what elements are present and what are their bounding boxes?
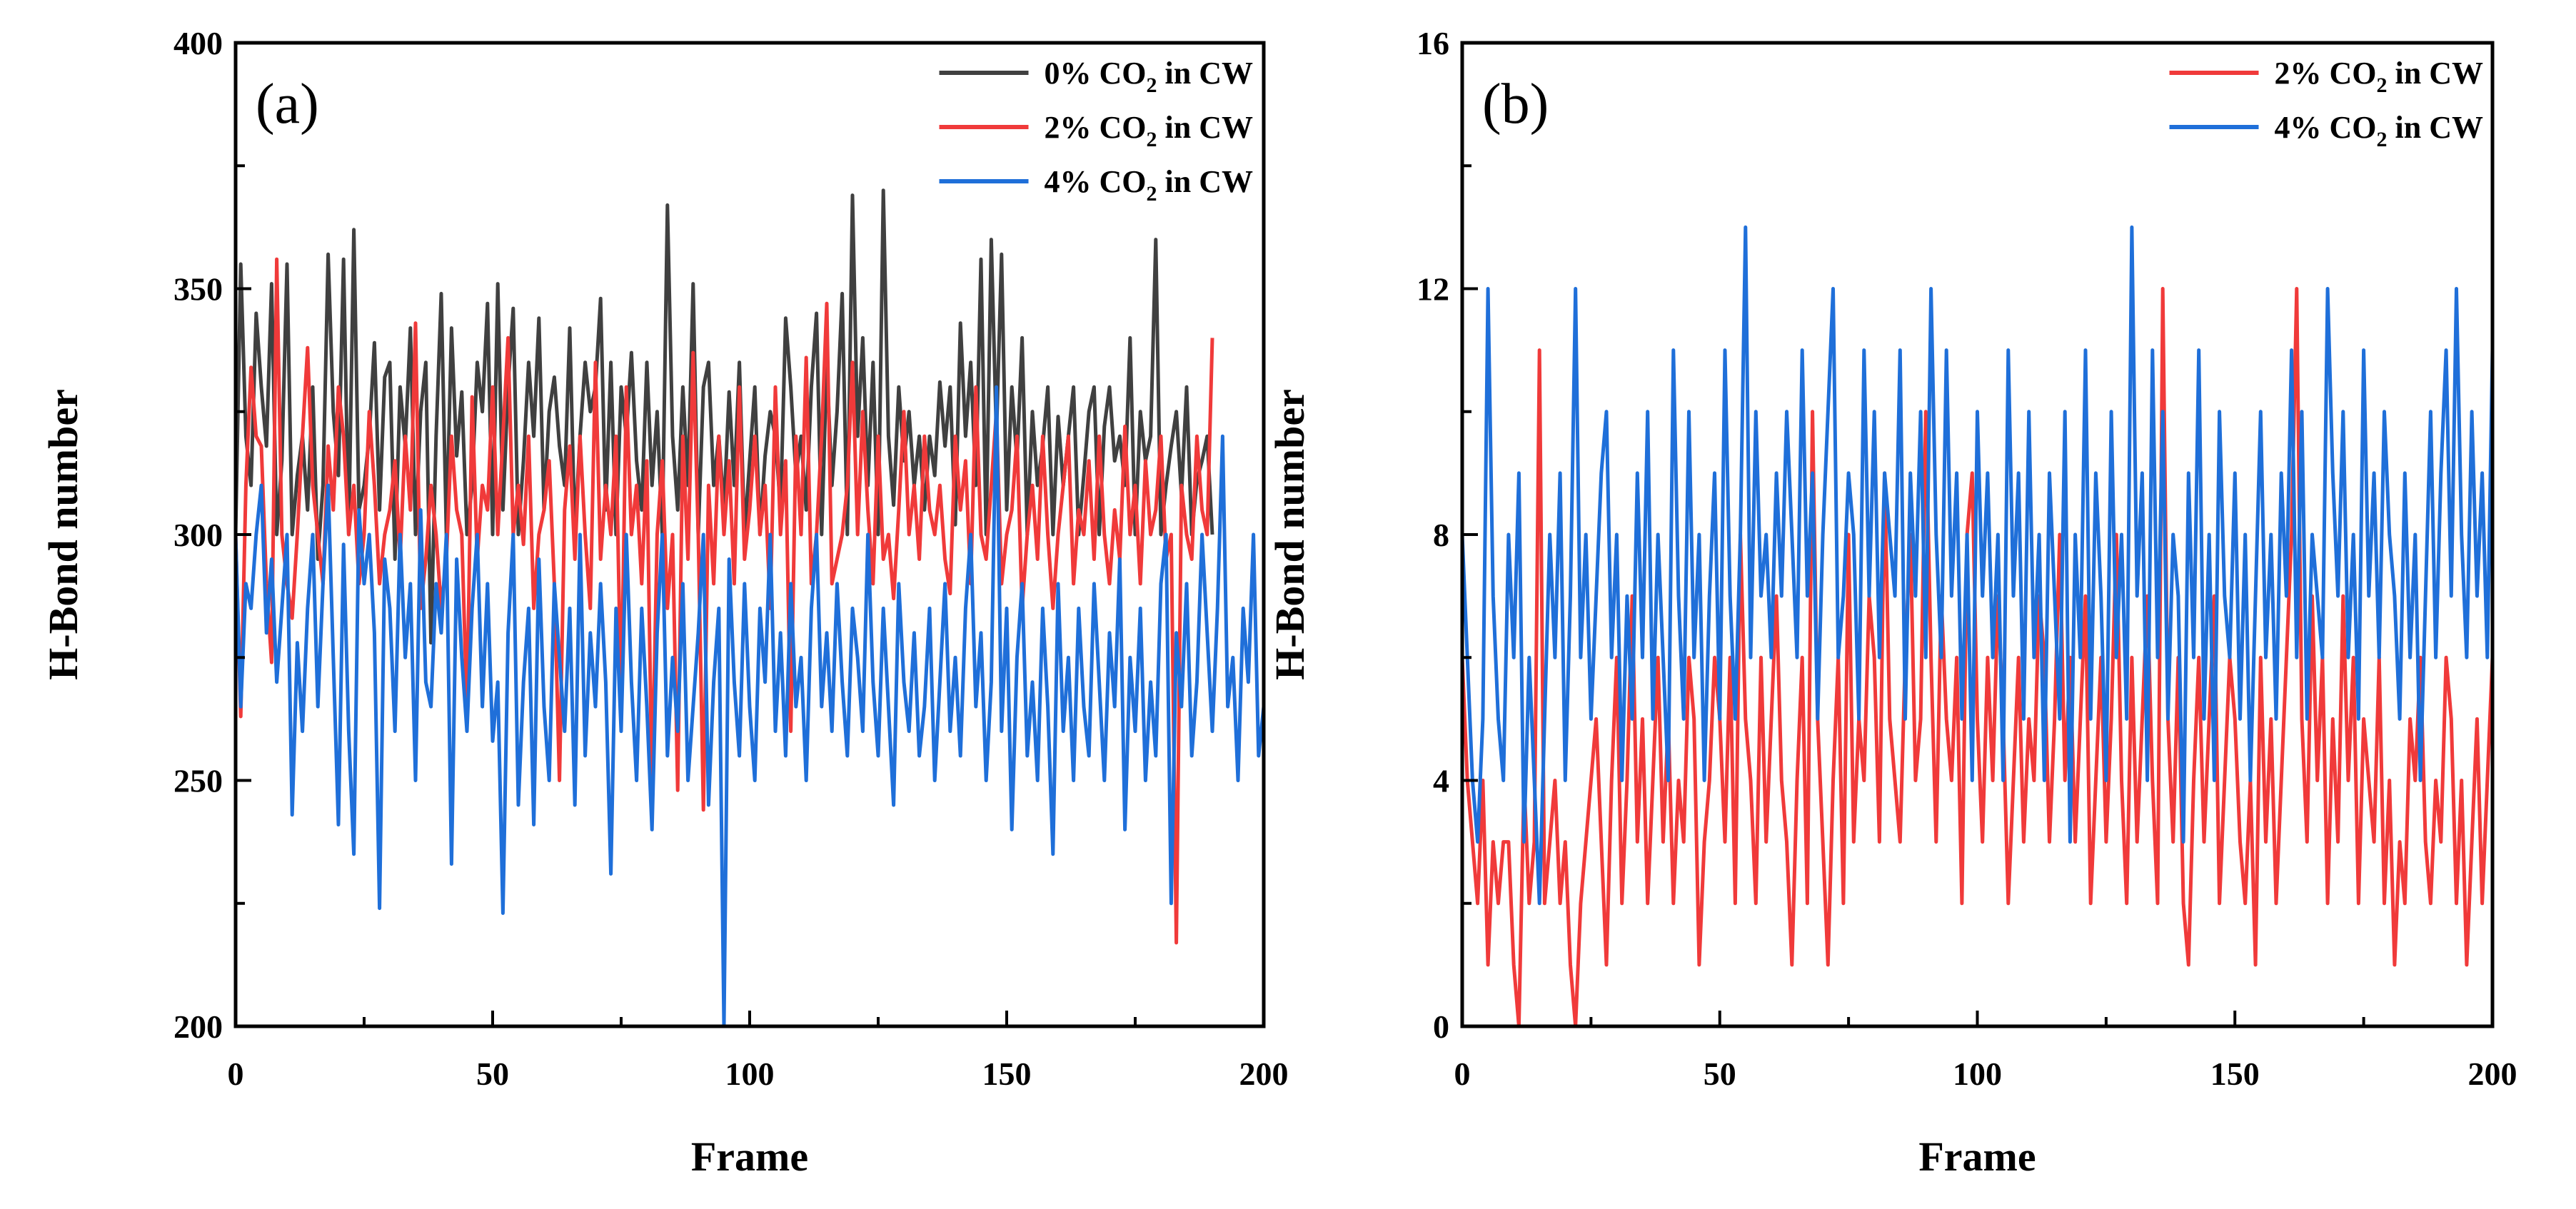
y-tick-label: 0: [1433, 1008, 1449, 1045]
panel-label: (b): [1482, 73, 1549, 136]
legend-label: 2% CO2 in CW: [2275, 56, 2483, 97]
y-tick-label: 8: [1433, 517, 1449, 553]
y-axis-title: H-Bond number: [1267, 389, 1313, 680]
legend-label: 4% CO2 in CW: [2275, 110, 2483, 151]
x-tick-label: 200: [2468, 1056, 2517, 1092]
panel-a: 0 50 100 150 200 200 250 300 350 400 Frame H-Bond n…: [40, 25, 1289, 1180]
y-tick-label: 200: [173, 1008, 223, 1045]
x-tick-label: 50: [1704, 1056, 1736, 1092]
y-tick-label: 16: [1417, 25, 1449, 61]
legend-label: 4% CO2 in CW: [1045, 164, 1253, 206]
legend: 0% CO2 in CW 2% CO2 in CW 4% CO2 in CW: [939, 56, 1253, 206]
series-line-0: [1462, 287, 2492, 1026]
legend-item: 2% CO2 in CW: [2169, 56, 2483, 97]
panel-label: (a): [256, 73, 319, 136]
series-line-1: [1462, 225, 2492, 906]
legend-item: 4% CO2 in CW: [2169, 110, 2483, 151]
x-tick-label: 0: [1454, 1056, 1471, 1092]
x-tick-label: 200: [1239, 1056, 1289, 1092]
x-tick-label: 150: [982, 1056, 1032, 1092]
x-tick-label: 100: [725, 1056, 775, 1092]
y-tick-label: 300: [173, 517, 223, 553]
series-line-2: [236, 385, 1264, 1026]
x-axis-title: Frame: [691, 1133, 808, 1180]
x-tick-label: 50: [476, 1056, 509, 1092]
x-tick-label: 100: [1953, 1056, 2002, 1092]
y-tick-label: 350: [173, 271, 223, 308]
x-tick-label: 0: [228, 1056, 244, 1092]
legend-item: 2% CO2 in CW: [939, 110, 1253, 151]
y-axis-title: H-Bond number: [40, 389, 86, 680]
x-axis-title: Frame: [1918, 1133, 2036, 1180]
legend-item: 0% CO2 in CW: [939, 56, 1253, 97]
panel-b: 0 50 100 150 200 0 4 8 12 16 Frame H-Bond number (b)…: [1267, 25, 2517, 1180]
legend-label: 2% CO2 in CW: [1045, 110, 1253, 151]
y-tick-label: 4: [1433, 763, 1449, 799]
legend: 2% CO2 in CW 4% CO2 in CW: [2169, 56, 2483, 151]
series-line-1: [236, 257, 1214, 945]
legend-item: 4% CO2 in CW: [939, 164, 1253, 206]
x-tick-label: 150: [2210, 1056, 2260, 1092]
y-tick-label: 12: [1417, 271, 1449, 308]
y-tick-label: 250: [173, 763, 223, 799]
legend-label: 0% CO2 in CW: [1045, 56, 1253, 97]
y-tick-label: 400: [173, 25, 223, 61]
